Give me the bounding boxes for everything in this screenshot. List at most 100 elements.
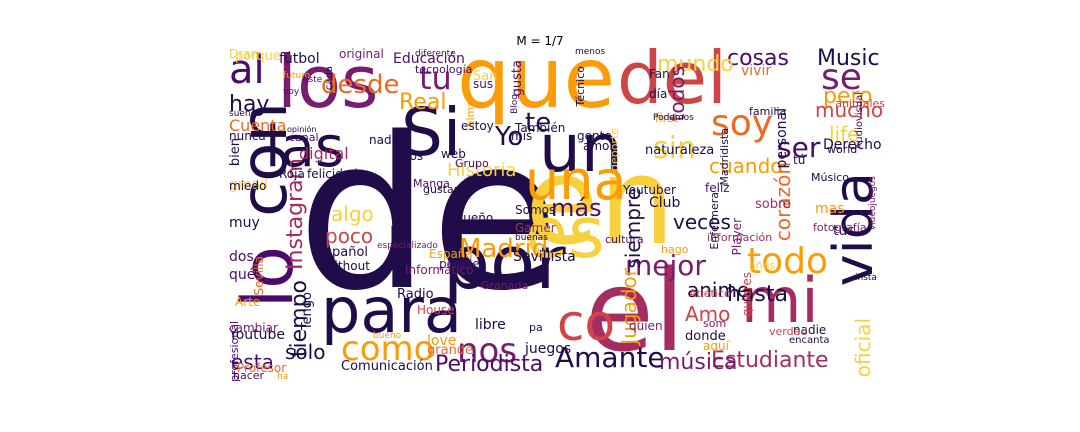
- cloud-word: Grupo: [455, 157, 489, 170]
- cloud-word: todo: [747, 241, 829, 282]
- cloud-word: oficial: [851, 318, 875, 378]
- cloud-word: gente: [577, 129, 612, 143]
- cloud-word: información: [707, 231, 773, 244]
- cloud-word: canal: [289, 131, 319, 144]
- cloud-word: Real: [399, 90, 447, 115]
- cloud-word: También: [515, 121, 566, 135]
- cloud-word: nada: [369, 133, 399, 147]
- cloud-word: gusta: [510, 60, 525, 97]
- cloud-word: miedo: [229, 179, 267, 193]
- cloud-word: Granada: [481, 279, 529, 292]
- cloud-word: familia: [749, 105, 787, 118]
- cloud-word: cultura: [605, 233, 644, 246]
- chart-title: M = 1/7: [516, 34, 564, 48]
- cloud-word: deporte: [608, 128, 621, 172]
- cloud-word: tú: [793, 153, 806, 167]
- cloud-word: nunca: [229, 129, 266, 143]
- cloud-word: Sevilla: [252, 256, 266, 296]
- cloud-word: people: [439, 257, 480, 271]
- cloud-word: sin: [653, 131, 696, 166]
- cloud-word: hasta: [727, 282, 788, 307]
- cloud-word: Estudiante: [711, 348, 829, 373]
- cloud-word: cuando: [709, 154, 783, 178]
- cloud-word: Audiovisual: [854, 92, 865, 150]
- cloud-word: Técnico: [574, 66, 587, 107]
- cloud-word: Madridista: [718, 128, 731, 186]
- cloud-word: Tengo: [300, 292, 315, 331]
- cloud-word: Roja: [279, 167, 305, 181]
- cloud-word: nos: [457, 331, 518, 371]
- cloud-word: som: [703, 317, 727, 330]
- cloud-word: quieres: [740, 272, 754, 317]
- cloud-word: más: [551, 194, 602, 222]
- word-cloud: de en que el los del por Si un es con lo para una las m…: [229, 48, 885, 382]
- cloud-word: Blog: [510, 94, 520, 114]
- cloud-word: Fan: [649, 67, 670, 81]
- cloud-word: House: [417, 303, 455, 317]
- cloud-word: para: [321, 274, 462, 347]
- cloud-word: bueno: [373, 331, 402, 341]
- cloud-word: día: [649, 87, 668, 101]
- cloud-word: donde: [685, 329, 726, 344]
- cloud-word: Profesor: [237, 361, 287, 375]
- cloud-word: sobre: [755, 197, 792, 212]
- cloud-word: mejor: [625, 249, 706, 282]
- cloud-word: los: [277, 48, 379, 124]
- cloud-word: las: [265, 115, 345, 180]
- cloud-word: música: [659, 350, 738, 375]
- cloud-word: tus: [833, 223, 855, 239]
- cloud-word: videojuegos: [868, 176, 878, 231]
- cloud-word: Cuenta: [229, 116, 287, 135]
- cloud-word: insta: [855, 273, 877, 283]
- cloud-word: muy: [229, 215, 260, 231]
- cloud-word: ser: [777, 131, 821, 164]
- cloud-word: mi: [741, 264, 819, 337]
- cloud-word: encanta: [789, 335, 830, 346]
- cloud-word: el: [585, 247, 686, 377]
- cloud-word: co: [557, 294, 616, 352]
- cloud-word: libre: [475, 317, 506, 333]
- cloud-word: verdad: [769, 325, 808, 338]
- cloud-word: del: [617, 48, 728, 120]
- cloud-word: Sevillista: [513, 249, 576, 265]
- cloud-word: mundo: [657, 52, 734, 77]
- cloud-word: suenos: [229, 109, 261, 119]
- cloud-word: Twitter: [387, 160, 415, 241]
- cloud-word: años: [749, 259, 776, 272]
- cloud-word: gmail: [229, 177, 268, 193]
- cloud-word: Periodista: [435, 352, 544, 377]
- cloud-word: estoy: [461, 119, 494, 133]
- cloud-word: naturaleza: [645, 143, 715, 158]
- cloud-word: nadie: [793, 323, 827, 337]
- cloud-word: gustan: [423, 183, 461, 196]
- cloud-word: hay: [229, 92, 270, 117]
- cloud-word: menos: [575, 48, 606, 57]
- cloud-word: Somos: [515, 203, 556, 217]
- cloud-word: animales: [835, 97, 885, 110]
- cloud-word: life: [829, 122, 860, 146]
- cloud-word: quien: [629, 319, 663, 333]
- cloud-word: Manga: [413, 177, 450, 190]
- cloud-word: mucho: [815, 98, 884, 122]
- cloud-word: Youtube: [229, 327, 285, 343]
- cloud-word: al: [229, 48, 265, 93]
- cloud-word: Without: [323, 259, 370, 273]
- cloud-word: amor: [583, 139, 615, 153]
- cloud-word: Youtuber: [623, 183, 676, 197]
- cloud-word: Enfermera: [708, 192, 721, 250]
- cloud-word: Madrid: [459, 234, 549, 264]
- cloud-word: vivir: [741, 63, 772, 79]
- cloud-word: pa: [529, 321, 543, 334]
- cloud-word: hago: [661, 243, 689, 256]
- cloud-word: Amo: [685, 302, 731, 326]
- cloud-word: desde: [321, 70, 400, 100]
- cloud-word: tu: [419, 59, 452, 97]
- cloud-word: aquí: [703, 339, 729, 353]
- cloud-word: pero: [823, 84, 873, 109]
- cloud-word: voy: [283, 87, 300, 97]
- cloud-word: tecnología: [415, 63, 473, 76]
- cloud-word: Educación: [393, 51, 465, 67]
- cloud-word: como: [341, 329, 435, 369]
- cloud-word: Informático: [405, 263, 474, 277]
- cloud-word: mas: [815, 201, 845, 217]
